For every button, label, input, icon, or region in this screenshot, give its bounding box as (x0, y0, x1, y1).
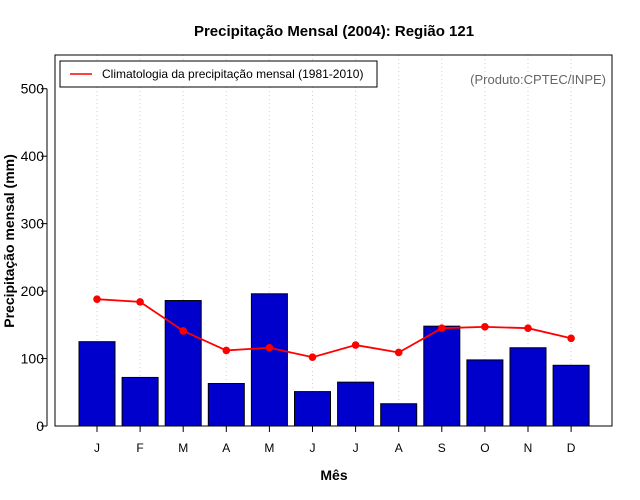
climatology-point-2 (136, 298, 144, 306)
climatology-point-1 (93, 295, 101, 303)
legend-box (59, 60, 378, 88)
climatology-point-7 (351, 341, 360, 349)
x-tick-label: A (395, 441, 403, 455)
x-tick-label: J (353, 441, 359, 455)
x-axis-title: Mês (320, 467, 347, 483)
climatology-point-4 (222, 346, 231, 355)
bar-9 (423, 325, 461, 427)
bar-4 (207, 383, 245, 427)
bar-5 (250, 293, 288, 427)
legend: Climatologia da precipitação mensal (198… (59, 60, 378, 88)
y-tick-label: 500 (21, 81, 45, 97)
x-tick-label: D (567, 441, 576, 455)
y-tick-label: 0 (36, 418, 44, 434)
bar-6 (294, 391, 331, 427)
bar-8 (380, 403, 418, 427)
x-tick-label: A (222, 441, 230, 455)
bar-10 (466, 359, 504, 427)
y-axis-title: Precipitação mensal (mm) (1, 154, 17, 328)
bar-7 (337, 381, 375, 427)
climatology-point-6 (308, 353, 317, 361)
legend-label: Climatologia da precipitação mensal (198… (102, 67, 363, 81)
y-tick-label: 200 (21, 283, 45, 299)
x-tick-label: J (310, 441, 316, 455)
climatology-point-3 (179, 327, 187, 335)
climatology-point-12 (567, 334, 575, 343)
y-tick-label: 300 (21, 216, 45, 232)
y-tick-label: 400 (21, 148, 45, 164)
x-tick-label: F (136, 441, 143, 455)
climatology-polyline (96, 298, 572, 359)
climatology-point-5 (265, 343, 274, 352)
x-tick-label: M (264, 441, 274, 455)
chart-title: Precipitação Mensal (2004): Região 121 (194, 23, 474, 40)
x-tick-label: M (178, 441, 188, 455)
climatology-point-11 (524, 324, 532, 332)
climatology-point-8 (394, 348, 403, 357)
y-tick-label: 100 (21, 351, 45, 367)
x-tick-label: S (438, 441, 446, 455)
climatology-line (93, 295, 575, 361)
bar-12 (552, 364, 590, 427)
climatology-point-10 (481, 323, 489, 331)
climatology-point-9 (438, 324, 446, 332)
bar-11 (509, 347, 547, 427)
bars (78, 293, 590, 427)
y-axis: 0 100 200 300 400 500 (21, 81, 48, 434)
x-tick-label: N (524, 441, 533, 455)
x-tick-label: J (94, 441, 100, 455)
bar-3 (164, 300, 202, 427)
credit-text: (Produto:CPTEC/INPE) (470, 72, 606, 87)
bar-1 (78, 341, 116, 427)
x-tick-label: O (480, 441, 489, 455)
plot-area-frame (54, 54, 613, 427)
bar-2 (121, 376, 159, 427)
